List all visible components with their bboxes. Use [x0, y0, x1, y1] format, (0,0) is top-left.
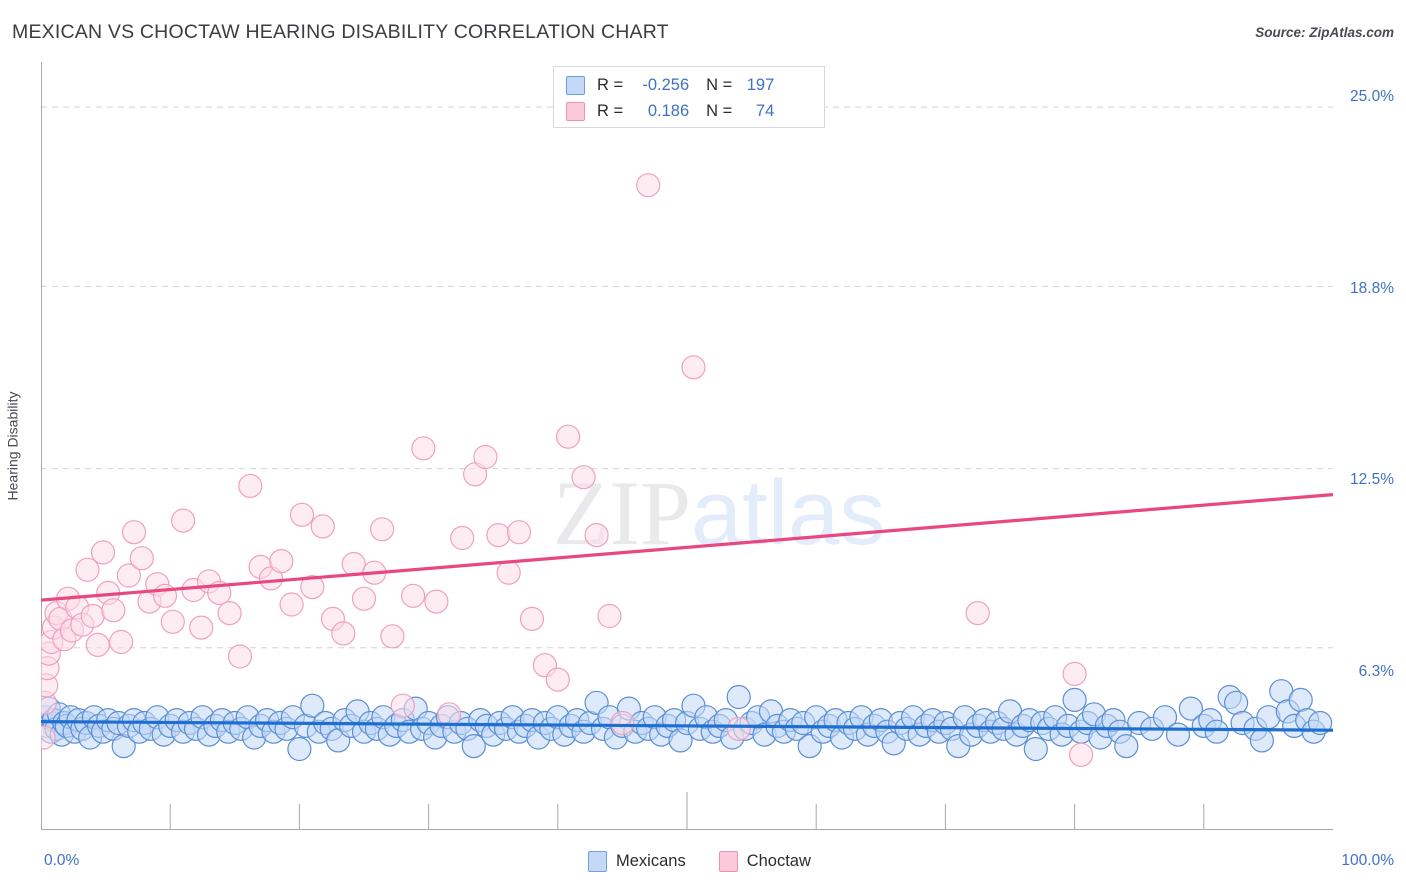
data-point: [486, 523, 511, 548]
data-point: [121, 520, 147, 545]
data-point: [506, 520, 532, 545]
r-value-choctaw: 0.186: [647, 101, 690, 120]
data-point: [473, 444, 498, 470]
legend-item-choctaw[interactable]: Choctaw: [718, 851, 811, 872]
data-point: [1165, 722, 1191, 747]
r-value-mexicans: -0.256: [642, 75, 690, 94]
data-point: [238, 473, 263, 498]
data-point: [401, 583, 426, 608]
data-point: [129, 546, 154, 571]
data-point: [610, 710, 635, 736]
legend-label-mexicans: Mexicans: [616, 852, 686, 870]
data-point: [1204, 719, 1229, 744]
data-point: [310, 514, 335, 539]
r-label-mexicans: R =: [597, 75, 624, 94]
data-point: [108, 629, 134, 655]
data-point: [496, 560, 521, 585]
stats-row-mexicans: R = -0.256 N = 197: [566, 72, 814, 98]
data-point: [390, 693, 415, 718]
data-point: [331, 621, 356, 646]
data-point: [189, 615, 214, 640]
data-point: [1178, 696, 1204, 721]
data-point: [726, 716, 751, 741]
data-point: [341, 551, 366, 577]
data-point: [424, 589, 449, 614]
data-point: [279, 592, 304, 617]
n-value-choctaw: 74: [755, 101, 775, 120]
trendline-mexicans: [41, 719, 1333, 732]
scatter-svg: [41, 62, 1333, 830]
data-point: [116, 563, 142, 588]
legend-swatch-mexicans-icon: [588, 851, 607, 872]
data-point: [726, 684, 751, 710]
data-point: [636, 173, 661, 198]
data-point: [75, 557, 100, 582]
y-tick-label-25: 25.0%: [1350, 88, 1394, 105]
data-point: [287, 736, 312, 762]
data-point: [85, 632, 110, 658]
data-point: [1249, 728, 1275, 753]
legend-item-mexicans[interactable]: Mexicans: [588, 851, 686, 872]
data-point: [41, 725, 56, 750]
series-points-choctaw: [41, 173, 1094, 767]
legend-swatch-choctaw-icon: [718, 851, 738, 872]
data-point: [1068, 742, 1094, 767]
data-point: [351, 586, 377, 611]
data-point: [450, 525, 475, 551]
series-legend: Mexicans Choctaw: [588, 851, 835, 872]
n-label-mexicans: N =: [706, 75, 733, 94]
x-tick-label-min: 0.0%: [44, 852, 80, 869]
stats-row-choctaw: R = 0.186 N = 74: [566, 98, 814, 124]
data-point: [1062, 661, 1087, 687]
data-point: [545, 667, 570, 692]
data-point: [160, 609, 185, 634]
source-label: Source: ZipAtlas.com: [1255, 25, 1394, 40]
data-point: [1114, 733, 1139, 759]
y-axis-title-label: Hearing Disability: [4, 391, 20, 501]
data-point: [461, 733, 486, 759]
data-point: [1023, 736, 1048, 762]
data-point: [681, 355, 706, 380]
data-point: [1062, 687, 1087, 713]
y-axis-title: Hearing Disability: [0, 0, 24, 892]
data-point: [965, 600, 990, 626]
r-label-choctaw: R =: [597, 101, 624, 120]
data-point: [1288, 687, 1313, 713]
data-point: [300, 574, 325, 600]
data-point: [269, 549, 294, 574]
trendline-choctaw: [41, 493, 1333, 602]
data-point: [584, 523, 609, 548]
data-point: [370, 517, 395, 542]
data-point: [519, 606, 545, 632]
data-point: [171, 508, 196, 533]
page-title: MEXICAN VS CHOCTAW HEARING DISABILITY CO…: [12, 21, 669, 43]
data-point: [597, 603, 622, 629]
data-point: [101, 598, 126, 623]
data-point: [217, 600, 242, 626]
data-point: [80, 603, 105, 629]
plot-area: ZIPatlas: [41, 62, 1333, 830]
data-point: [90, 540, 116, 565]
data-point: [411, 436, 436, 461]
n-label-choctaw: N =: [706, 101, 733, 120]
data-point: [227, 644, 253, 669]
data-point: [380, 624, 405, 649]
x-tick-label-max: 100.0%: [1341, 852, 1394, 869]
swatch-mexicans-icon: [566, 75, 585, 95]
n-value-mexicans: 197: [746, 75, 775, 94]
data-point: [1223, 690, 1249, 715]
data-point: [300, 693, 325, 718]
data-point: [555, 424, 581, 449]
data-point: [437, 702, 462, 727]
data-point: [571, 465, 596, 490]
swatch-choctaw-icon: [566, 101, 585, 121]
y-tick-label-12: 12.5%: [1350, 471, 1394, 488]
data-point: [289, 502, 315, 527]
y-tick-label-6: 6.3%: [1358, 663, 1394, 680]
correlation-stats-box: R = -0.256 N = 197 R = 0.186 N = 74: [553, 66, 825, 128]
y-tick-label-18: 18.8%: [1350, 280, 1394, 297]
legend-label-choctaw: Choctaw: [746, 852, 811, 870]
series-points-mexicans: [41, 679, 1333, 762]
